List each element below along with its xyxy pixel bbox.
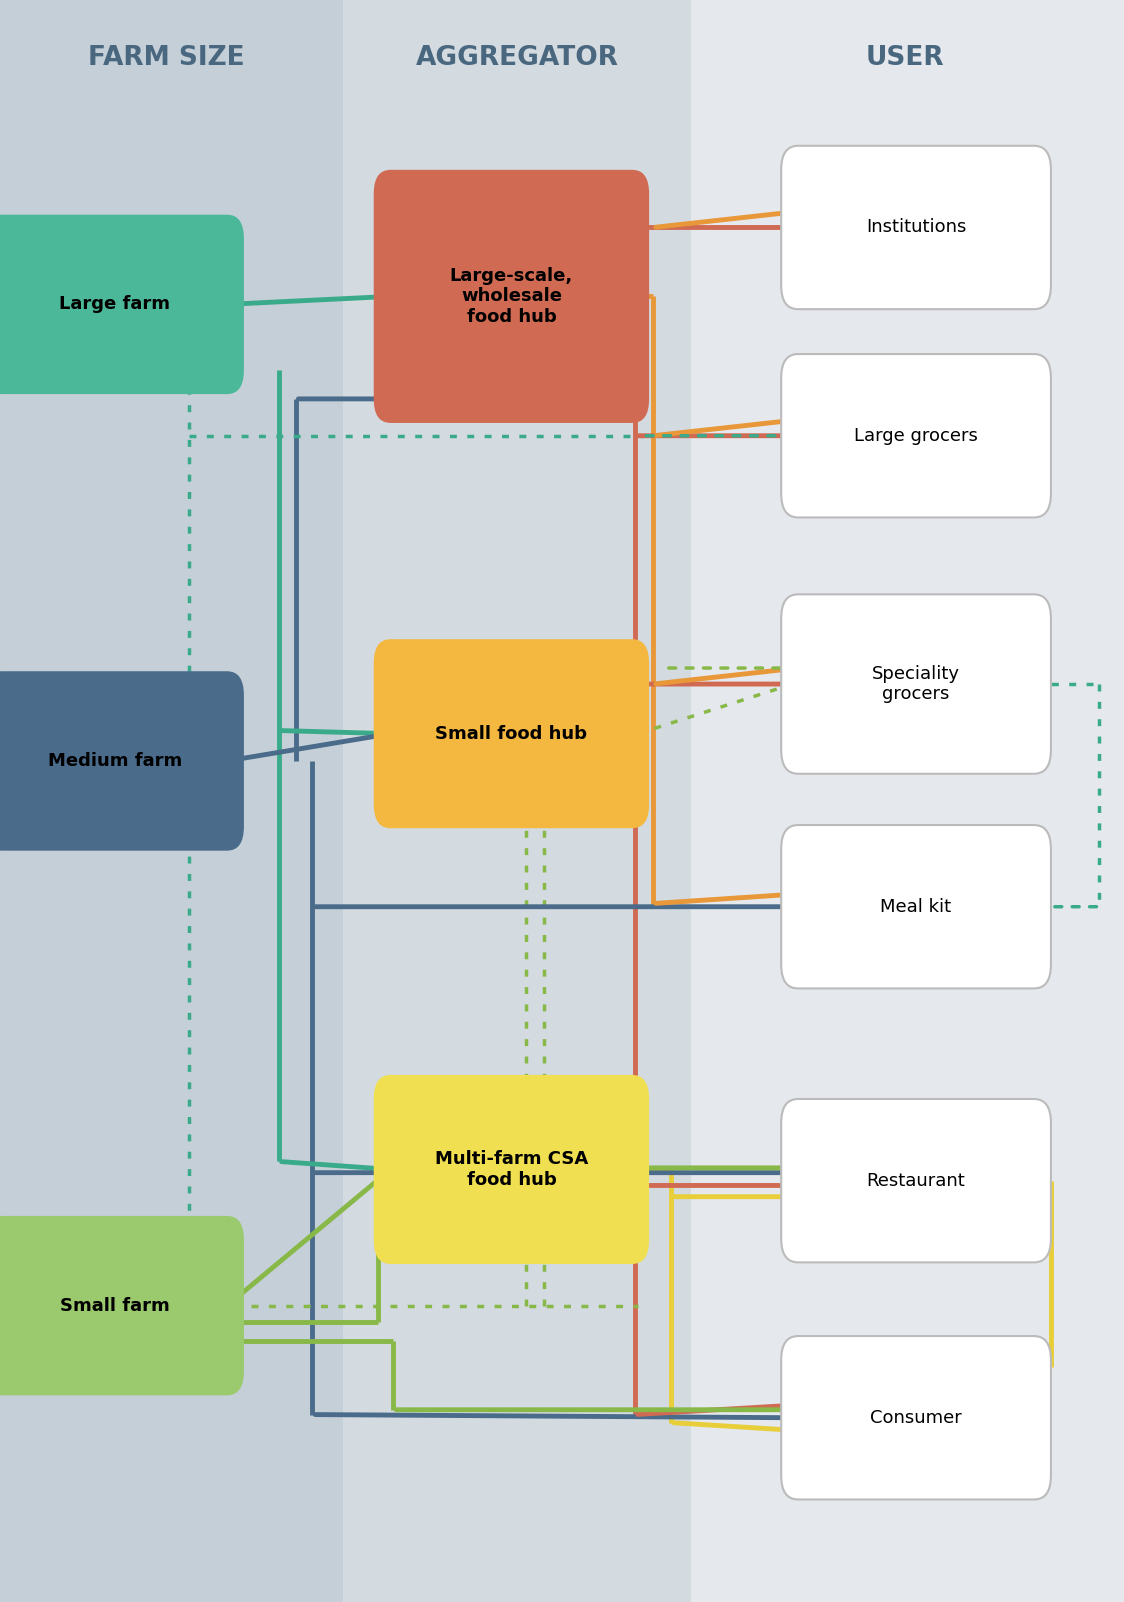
Text: Consumer: Consumer	[870, 1408, 962, 1427]
Text: Institutions: Institutions	[865, 218, 967, 237]
FancyBboxPatch shape	[0, 215, 244, 394]
Text: Meal kit: Meal kit	[880, 897, 952, 916]
FancyBboxPatch shape	[0, 1216, 244, 1395]
Text: FARM SIZE: FARM SIZE	[88, 45, 245, 70]
FancyBboxPatch shape	[373, 1075, 650, 1264]
FancyBboxPatch shape	[781, 1336, 1051, 1499]
FancyBboxPatch shape	[373, 170, 650, 423]
Text: Large-scale,
wholesale
food hub: Large-scale, wholesale food hub	[450, 266, 573, 327]
FancyBboxPatch shape	[781, 1099, 1051, 1262]
Text: Multi-farm CSA
food hub: Multi-farm CSA food hub	[435, 1150, 588, 1189]
Bar	[343, 0, 691, 1602]
FancyBboxPatch shape	[781, 825, 1051, 988]
Text: Restaurant: Restaurant	[867, 1171, 966, 1190]
FancyBboxPatch shape	[0, 671, 244, 851]
Text: Medium farm: Medium farm	[47, 751, 182, 771]
Text: Small food hub: Small food hub	[435, 724, 588, 743]
Text: AGGREGATOR: AGGREGATOR	[416, 45, 618, 70]
FancyBboxPatch shape	[781, 354, 1051, 517]
FancyBboxPatch shape	[781, 146, 1051, 309]
Text: Large farm: Large farm	[60, 295, 170, 314]
FancyBboxPatch shape	[781, 594, 1051, 774]
Text: USER: USER	[865, 45, 944, 70]
FancyBboxPatch shape	[373, 639, 650, 828]
Text: Small farm: Small farm	[60, 1296, 170, 1315]
Text: Large grocers: Large grocers	[854, 426, 978, 445]
Text: Speciality
grocers: Speciality grocers	[872, 665, 960, 703]
Bar	[0, 0, 343, 1602]
Bar	[691, 0, 1124, 1602]
